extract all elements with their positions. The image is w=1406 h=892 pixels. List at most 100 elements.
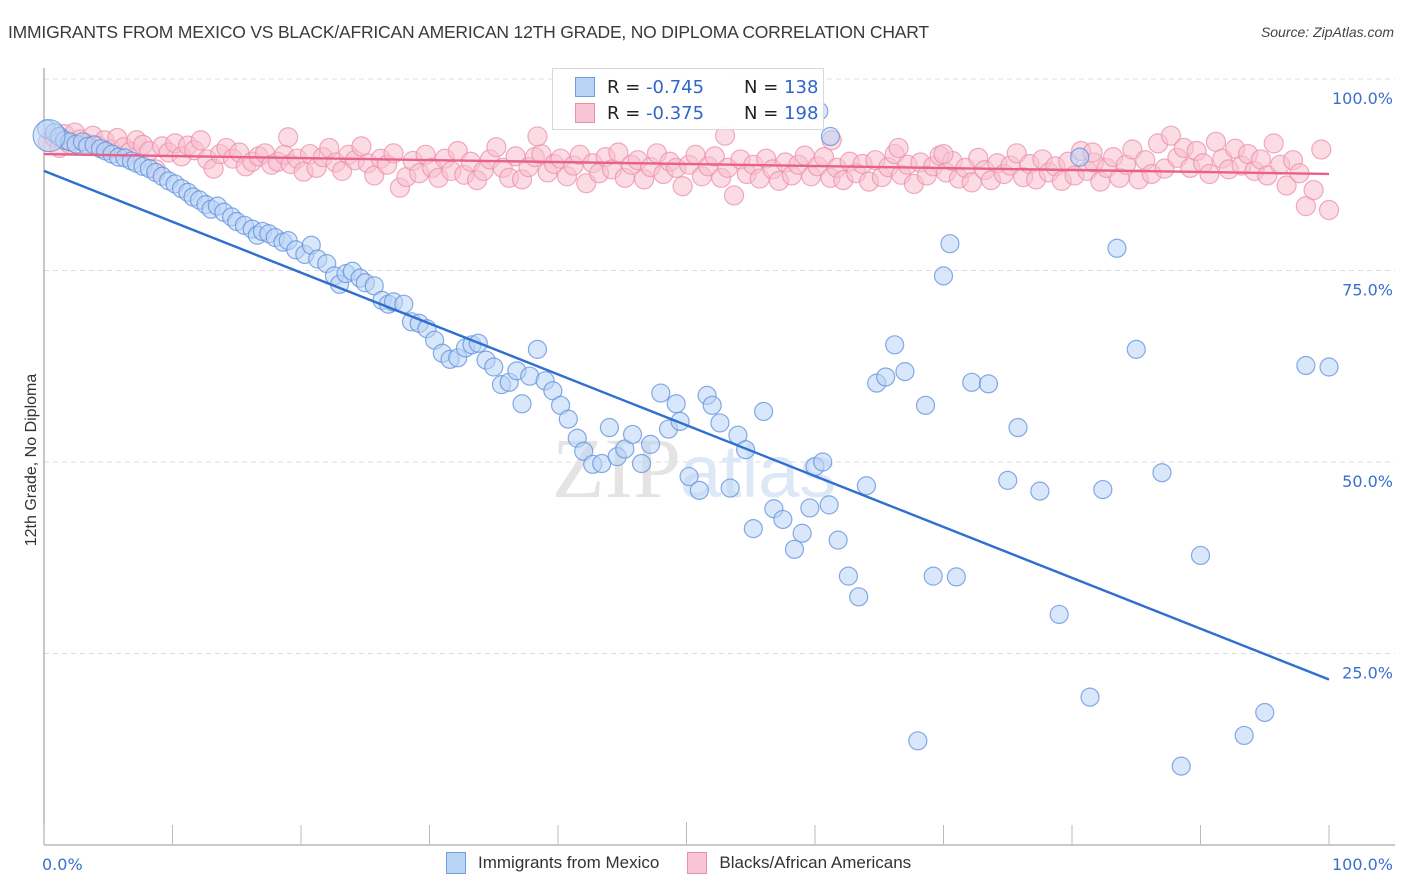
stats-row-black: R = -0.375 N = 198 — [575, 101, 818, 125]
data-point — [1318, 199, 1340, 221]
data-point — [1008, 417, 1028, 438]
data-point — [672, 176, 693, 197]
data-point — [278, 127, 299, 148]
data-point — [933, 143, 954, 165]
data-point — [800, 498, 820, 518]
axes — [43, 68, 1395, 846]
tick-labels: 25.0% 50.0% 75.0% 100.0% 0.0% 100.0% — [42, 89, 1393, 874]
data-point — [486, 137, 507, 158]
y-tick-label: 100.0% — [1332, 89, 1393, 108]
data-point — [773, 509, 793, 530]
source-label: Source: ZipAtlas.com — [1260, 24, 1394, 40]
legend-item-black[interactable]: Blacks/African Americans — [687, 852, 911, 874]
data-point — [1303, 179, 1324, 201]
data-point — [710, 413, 730, 433]
data-point — [1276, 175, 1297, 196]
stats-row-mexico: R = -0.745 N = 138 — [575, 75, 818, 99]
swatch-blue — [575, 77, 595, 97]
data-point — [940, 234, 960, 254]
data-point — [704, 146, 725, 167]
data-point — [679, 466, 699, 487]
swatch-blue — [446, 852, 466, 874]
data-point — [1319, 357, 1339, 377]
data-point — [753, 401, 774, 422]
data-point — [702, 395, 722, 415]
data-point — [784, 539, 805, 559]
data-point — [599, 417, 620, 438]
data-point — [819, 495, 839, 515]
data-point — [792, 523, 812, 543]
data-point — [640, 434, 661, 454]
r-value: -0.745 — [646, 76, 705, 98]
data-point — [908, 731, 928, 751]
data-point — [813, 452, 833, 472]
data-point — [1190, 545, 1211, 566]
stats-legend: R = -0.745 N = 138 R = -0.375 N = 198 — [552, 68, 824, 130]
data-point — [1295, 196, 1316, 217]
data-point — [820, 126, 841, 147]
data-point — [1311, 139, 1332, 160]
y-tick-label: 50.0% — [1342, 472, 1393, 491]
data-point — [383, 143, 404, 164]
data-point — [631, 453, 652, 474]
data-point — [888, 137, 909, 159]
data-point — [666, 394, 686, 414]
data-point — [723, 185, 745, 206]
data-point — [915, 395, 936, 415]
trend-lines — [43, 152, 1330, 681]
data-point — [1152, 463, 1172, 483]
swatch-pink — [687, 852, 708, 874]
data-point — [190, 130, 211, 151]
x-tick-label: 100.0% — [1332, 855, 1393, 874]
r-value: -0.375 — [646, 102, 705, 124]
data-point — [527, 339, 548, 359]
data-point — [689, 480, 709, 500]
n-value: 138 — [784, 76, 819, 98]
data-point — [838, 566, 859, 586]
data-point — [895, 362, 915, 382]
swatch-pink — [575, 103, 595, 123]
gridlines — [44, 78, 1395, 654]
data-point — [978, 374, 999, 394]
data-point — [1234, 725, 1254, 746]
data-point — [32, 119, 66, 153]
data-point — [849, 587, 869, 607]
data-point — [1126, 339, 1146, 359]
n-label: N = — [744, 102, 785, 124]
data-point — [1107, 238, 1127, 258]
r-label: R = — [607, 76, 647, 98]
data-point — [1255, 702, 1275, 723]
data-point — [1205, 131, 1227, 152]
data-point — [933, 266, 954, 286]
r-label: R = — [607, 102, 647, 124]
data-point — [1049, 604, 1069, 625]
data-point — [1171, 756, 1191, 776]
data-point — [828, 530, 848, 550]
n-value: 198 — [784, 102, 819, 124]
data-point — [856, 476, 877, 496]
data-point — [885, 335, 905, 355]
trend-line-mexico — [43, 169, 1330, 681]
data-point — [527, 126, 548, 147]
data-point — [574, 441, 594, 461]
n-label: N = — [744, 76, 785, 98]
data-point — [743, 519, 763, 539]
data-point — [998, 470, 1018, 490]
y-tick-label: 25.0% — [1342, 664, 1393, 683]
series-immigrants-from-mexico — [32, 101, 1339, 776]
data-point — [1070, 147, 1090, 167]
data-point — [1199, 163, 1220, 185]
trend-line-black — [43, 152, 1330, 176]
legend-item-mexico[interactable]: Immigrants from Mexico — [446, 852, 659, 874]
data-point — [923, 566, 943, 586]
data-point — [512, 394, 532, 414]
data-point — [484, 357, 504, 377]
data-point — [962, 372, 982, 392]
data-point — [622, 424, 643, 445]
chart-title: IMMIGRANTS FROM MEXICO VS BLACK/AFRICAN … — [8, 22, 929, 42]
y-tick-label: 75.0% — [1342, 281, 1393, 300]
data-point — [946, 567, 966, 587]
x-tick-label: 0.0% — [42, 855, 83, 874]
data-point — [1160, 125, 1182, 146]
